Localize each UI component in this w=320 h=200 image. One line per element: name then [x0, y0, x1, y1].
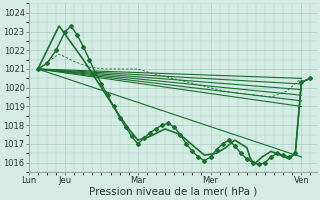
X-axis label: Pression niveau de la mer( hPa ): Pression niveau de la mer( hPa ) [89, 187, 257, 197]
